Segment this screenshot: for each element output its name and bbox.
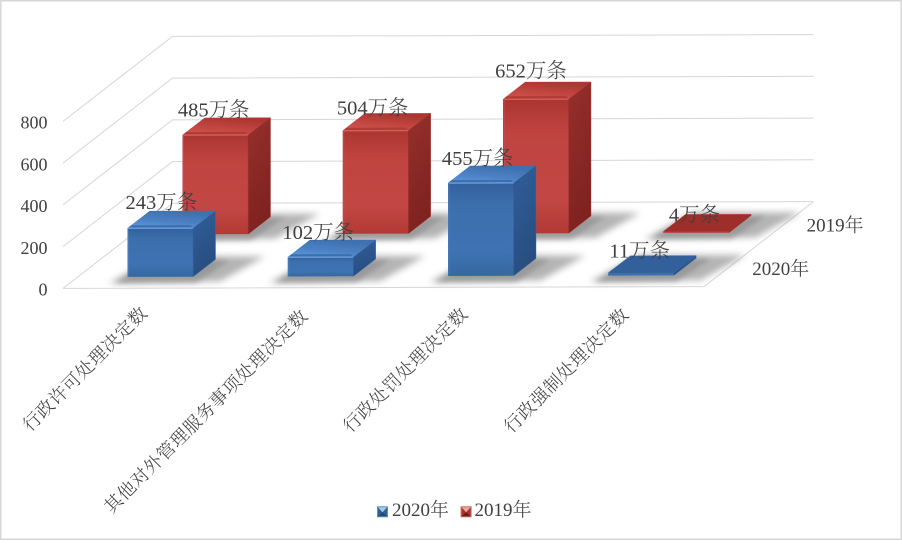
- svg-text:4万条: 4万条: [669, 204, 720, 227]
- svg-text:504万条: 504万条: [337, 97, 409, 120]
- svg-text:11万条: 11万条: [609, 239, 670, 262]
- svg-text:2019年: 2019年: [807, 215, 864, 237]
- svg-text:485万条: 485万条: [178, 99, 250, 122]
- svg-text:2020年: 2020年: [752, 258, 809, 280]
- svg-text:800: 800: [21, 113, 48, 133]
- svg-text:652万条: 652万条: [495, 60, 567, 83]
- svg-text:2020年: 2020年: [392, 499, 449, 521]
- svg-text:102万条: 102万条: [282, 221, 354, 244]
- svg-text:400: 400: [21, 196, 48, 216]
- svg-text:243万条: 243万条: [126, 191, 198, 214]
- svg-text:600: 600: [21, 154, 48, 174]
- svg-text:0: 0: [39, 280, 48, 300]
- svg-text:455万条: 455万条: [442, 147, 514, 170]
- svg-text:2019年: 2019年: [475, 499, 532, 521]
- svg-text:200: 200: [21, 238, 48, 258]
